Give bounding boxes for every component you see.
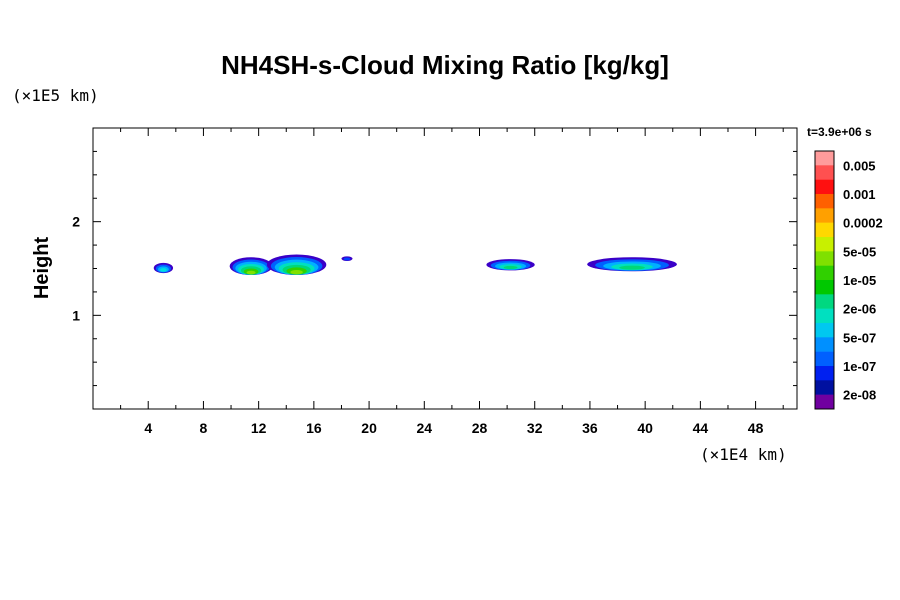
x-tick-label: 16: [306, 420, 322, 436]
x-tick-label: 12: [251, 420, 267, 436]
colorbar-label: 0.005: [843, 158, 876, 173]
colorbar-label: 1e-05: [843, 273, 876, 288]
colorbar-segment: [815, 380, 834, 395]
colorbar-segment: [815, 165, 834, 180]
x-tick-label: 28: [472, 420, 488, 436]
colorbar-segment: [815, 280, 834, 295]
x-tick-label: 40: [637, 420, 653, 436]
colorbar-segment: [815, 323, 834, 338]
cloud-patch-layer: [290, 270, 303, 275]
x-axis-unit: (×1E4 km): [700, 445, 787, 464]
x-tick-labels: 4 8 12 16 20 24 28 32 36 40 44 48: [144, 420, 763, 436]
y-tick-label: 2: [72, 214, 80, 230]
colorbar-label: 5e-07: [843, 330, 876, 345]
colorbar-label: 5e-05: [843, 244, 876, 259]
colorbar-segment: [815, 265, 834, 281]
colorbar-label: 0.0002: [843, 216, 883, 231]
axis-frame: [93, 128, 797, 409]
colorbar-label: 1e-07: [843, 359, 876, 374]
x-tick-label: 4: [144, 420, 152, 436]
x-tick-label: 48: [748, 420, 764, 436]
colorbar-segment: [815, 194, 834, 209]
colorbar-frame: [814, 150, 835, 410]
colorbar-segment: [815, 351, 834, 367]
colorbar-segment: [815, 251, 834, 266]
x-tick-label: 44: [693, 420, 709, 436]
y-tick-label: 1: [72, 307, 80, 323]
cloud-patch-layer: [246, 270, 256, 275]
colorbar-segment: [815, 308, 834, 324]
colorbar-segment: [815, 366, 834, 381]
cloud-patch-layer: [503, 265, 518, 270]
x-tick-label: 36: [582, 420, 598, 436]
cloud-patches: [153, 254, 677, 276]
x-tick-label: 8: [200, 420, 208, 436]
x-tick-label: 32: [527, 420, 543, 436]
cloud-patch-layer: [343, 257, 351, 261]
colorbar-segment: [815, 179, 834, 195]
colorbar-label: 2e-06: [843, 302, 876, 317]
colorbar-segment: [815, 237, 834, 252]
colorbar-segment: [815, 294, 834, 309]
colorbar-segment: [815, 208, 834, 223]
y-axis-unit: (×1E5 km): [12, 86, 99, 105]
colorbar-segment: [815, 222, 834, 238]
colorbar-segment: [815, 394, 834, 410]
plot-frame: [92, 127, 798, 410]
x-tick-label: 24: [417, 420, 433, 436]
chart-title: NH4SH-s-Cloud Mixing Ratio [kg/kg]: [221, 50, 669, 80]
cloud-patch-layer: [160, 268, 167, 272]
colorbar-segment: [815, 151, 834, 166]
cloud-patch-layer: [619, 265, 645, 270]
colorbar: 0.005 0.001 0.0002 5e-05 1e-05 2e-06 5e-07 1e-0…: [814, 150, 883, 410]
y-axis-label: Height: [31, 237, 53, 300]
x-tick-label: 20: [361, 420, 377, 436]
colorbar-label: 2e-08: [843, 388, 876, 403]
colorbar-label: 0.001: [843, 187, 876, 202]
y-tick-labels: 12: [72, 214, 80, 324]
time-label: t=3.9e+06 s: [807, 125, 872, 139]
colorbar-segment: [815, 337, 834, 352]
